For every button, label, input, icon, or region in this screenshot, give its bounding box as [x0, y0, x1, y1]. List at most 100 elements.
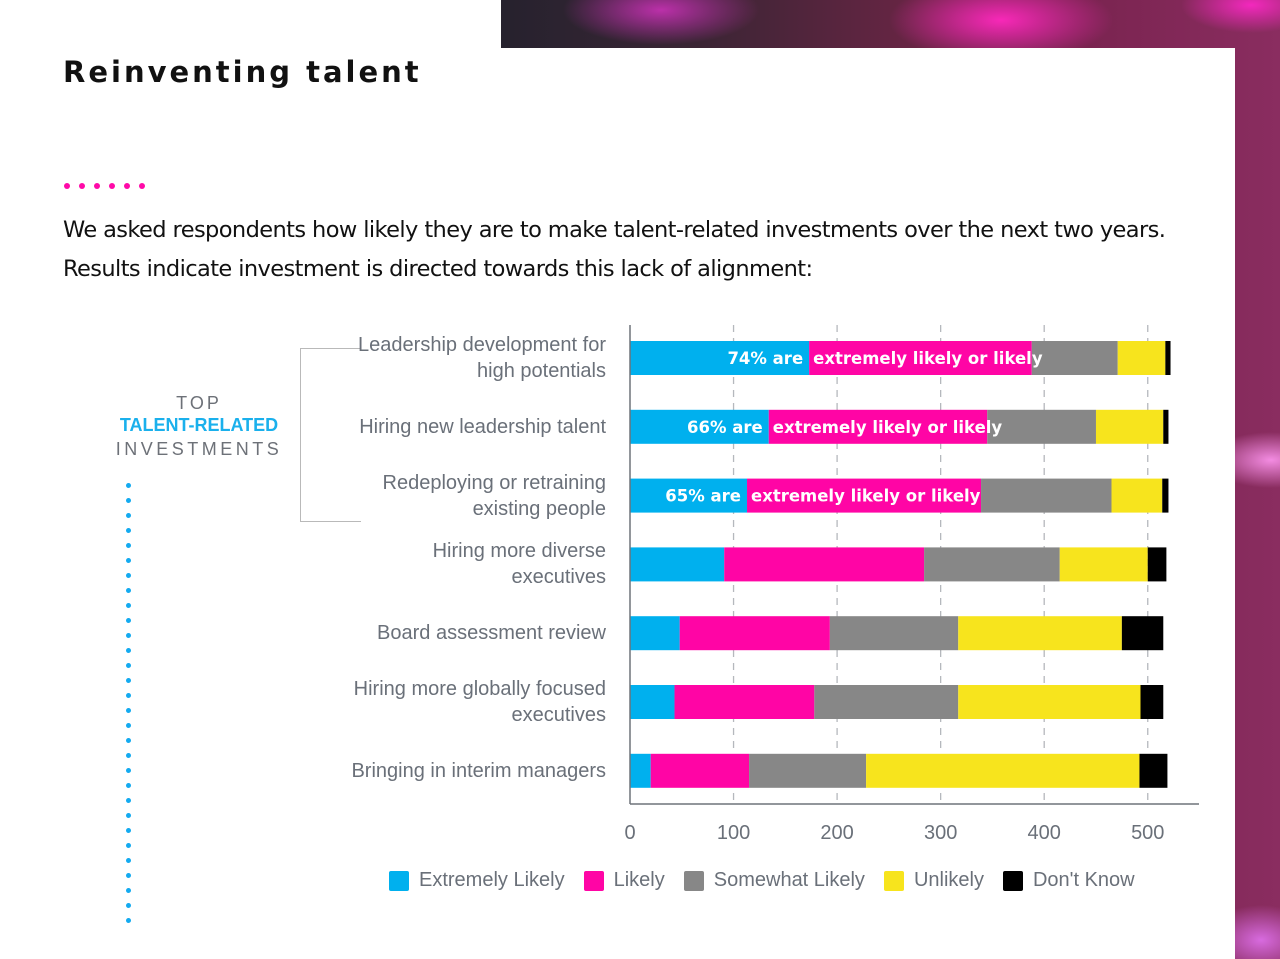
- bar-segment-don-t-know: [1139, 753, 1168, 788]
- bar-segment-don-t-know: [1162, 478, 1169, 513]
- legend-item: Somewhat Likely: [683, 869, 865, 892]
- bar-segment-somewhat-likely: [814, 685, 959, 719]
- dot-icon: [126, 543, 131, 548]
- bar-segment-unlikely: [958, 616, 1122, 651]
- top-investments-label: TOP TALENT-RELATED INVESTMENTS: [100, 392, 298, 462]
- decorative-pink-dots: [64, 183, 145, 189]
- category-label-line: Hiring more globally focused: [353, 678, 606, 700]
- bar-segment-extremely-likely: [630, 341, 810, 375]
- dot-icon: [126, 573, 131, 578]
- category-label: Bringing in interim managers: [306, 758, 606, 784]
- dot-icon: [126, 618, 131, 623]
- category-label-line: Leadership development for: [358, 334, 606, 356]
- bar-segment-likely: [768, 409, 988, 444]
- dot-icon: [126, 603, 131, 608]
- bar-segment-unlikely: [1059, 547, 1148, 582]
- category-label-line: executives: [511, 704, 607, 726]
- bar-segment-somewhat-likely: [924, 547, 1060, 582]
- x-tick-label: 300: [924, 822, 957, 844]
- category-label-line: existing people: [472, 497, 606, 520]
- dot-icon: [126, 858, 131, 863]
- legend-item: Unlikely: [883, 869, 984, 892]
- bar-segment-likely: [674, 685, 815, 719]
- legend-swatch-icon: [583, 870, 604, 891]
- dot-icon: [126, 828, 131, 833]
- bar-segment-likely: [679, 616, 830, 651]
- annotation-percent: 65% are: [665, 487, 741, 506]
- x-tick-label: 100: [717, 822, 750, 844]
- category-label-line: Bringing in interim managers: [351, 759, 606, 782]
- dot-icon: [126, 498, 131, 503]
- bar-segment-unlikely: [1117, 341, 1166, 375]
- annotation-text: extremely likely or likely: [813, 349, 1043, 368]
- dot-icon: [126, 723, 131, 728]
- bar-segment-extremely-likely: [630, 685, 675, 719]
- legend-label: Likely: [613, 869, 665, 891]
- bar-segment-don-t-know: [1163, 409, 1169, 444]
- legend-item: Likely: [583, 869, 665, 892]
- bar-segment-unlikely: [1095, 409, 1164, 444]
- dot-icon: [126, 708, 131, 713]
- bar-segment-somewhat-likely: [981, 478, 1112, 513]
- side-label-investments: INVESTMENTS: [115, 439, 283, 459]
- dot-icon: [126, 768, 131, 773]
- dot-icon: [126, 903, 131, 908]
- dot-icon: [126, 558, 131, 563]
- bar-segment-extremely-likely: [630, 753, 651, 788]
- bar-segment-don-t-know: [1121, 616, 1164, 651]
- dot-icon: [126, 588, 131, 593]
- dot-icon: [126, 483, 131, 488]
- category-label-line: high potentials: [477, 360, 606, 382]
- bar-segment-extremely-likely: [630, 616, 680, 651]
- dot-icon: [126, 753, 131, 758]
- top-three-bracket: [300, 348, 361, 522]
- bar-segment-don-t-know: [1140, 685, 1164, 719]
- category-label-line: Board assessment review: [377, 622, 606, 645]
- legend-label: Extremely Likely: [419, 869, 565, 891]
- dot-icon: [126, 843, 131, 848]
- dot-icon: [126, 513, 131, 518]
- bar-segment-don-t-know: [1165, 341, 1171, 375]
- bar-segment-somewhat-likely: [1031, 341, 1118, 375]
- dot-icon: [126, 798, 131, 803]
- legend-swatch-icon: [883, 870, 904, 891]
- dot-icon: [126, 888, 131, 893]
- category-label: Hiring more globally focused executives: [306, 676, 606, 728]
- bar-segment-unlikely: [958, 685, 1141, 719]
- dot-icon: [126, 693, 131, 698]
- bar-segment-unlikely: [1111, 478, 1163, 513]
- x-tick-label: 400: [1028, 822, 1061, 844]
- dot-icon: [109, 183, 115, 189]
- dot-icon: [126, 663, 131, 668]
- dot-icon: [126, 813, 131, 818]
- side-label-talent-related: TALENT-RELATED: [119, 415, 279, 435]
- page-title: Reinventing talent: [63, 55, 422, 89]
- page-header-area: [0, 0, 501, 48]
- side-label-top: TOP: [176, 393, 222, 413]
- bar-segment-extremely-likely: [630, 478, 748, 513]
- legend-swatch-icon: [683, 870, 704, 891]
- chart-legend: Extremely Likely Likely Somewhat Likely Unl…: [389, 869, 1154, 892]
- x-tick-label: 500: [1131, 822, 1164, 844]
- annotation-percent: 74% are: [727, 349, 803, 368]
- bar-segment-somewhat-likely: [829, 616, 959, 651]
- category-label: Leadership development for high potential…: [306, 332, 606, 384]
- legend-label: Unlikely: [913, 869, 984, 891]
- dot-icon: [126, 738, 131, 743]
- intro-paragraph: We asked respondents how likely they are…: [63, 217, 1166, 282]
- category-label-line: executives: [511, 566, 607, 589]
- category-label: Hiring new leadership talent: [306, 414, 606, 440]
- category-label-line: Hiring more diverse: [432, 540, 606, 563]
- dot-icon: [126, 648, 131, 653]
- legend-item: Extremely Likely: [389, 869, 565, 892]
- legend-swatch-icon: [389, 870, 409, 891]
- bar-segment-extremely-likely: [630, 409, 769, 444]
- category-label: Hiring more diverse executives: [306, 538, 606, 590]
- dot-icon: [126, 633, 131, 638]
- dot-icon: [139, 183, 145, 189]
- annotation-text: extremely likely or likely: [773, 418, 1003, 437]
- dot-icon: [126, 873, 131, 878]
- bar-segment-likely: [809, 341, 1032, 375]
- dot-icon: [126, 918, 131, 923]
